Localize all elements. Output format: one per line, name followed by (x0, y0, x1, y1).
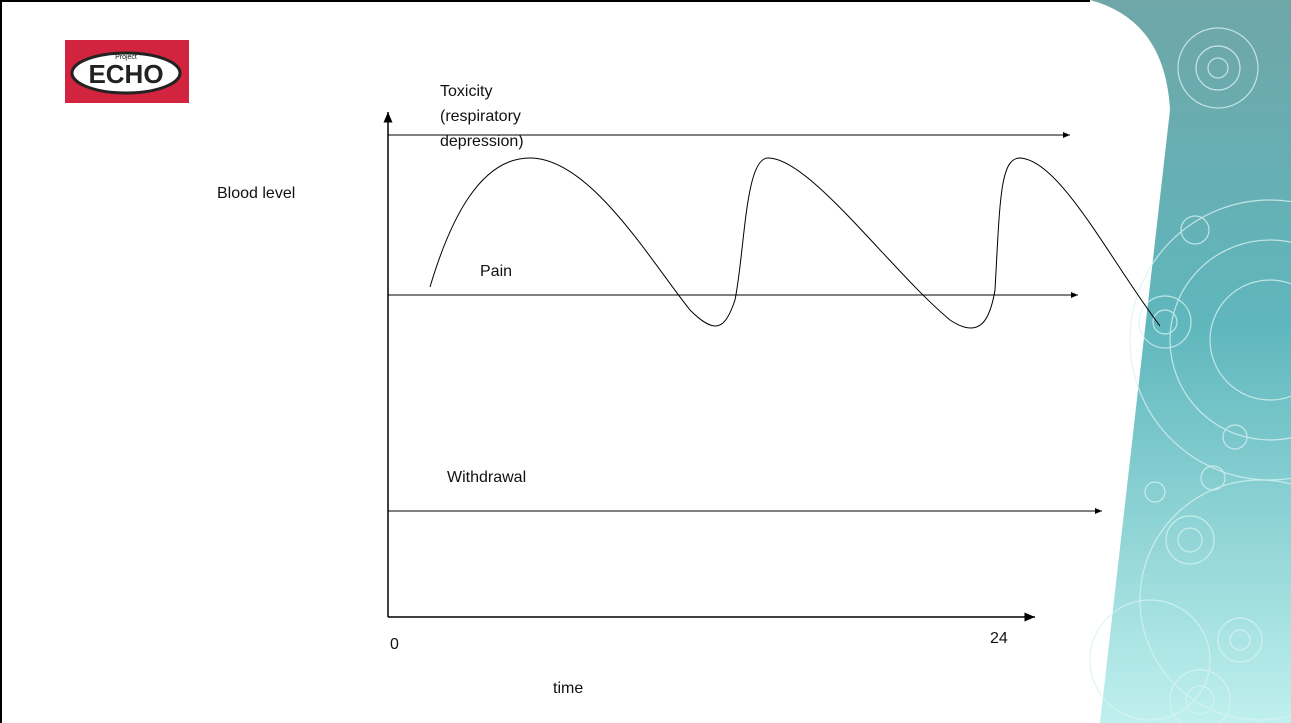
toxicity-label: depression) (440, 133, 524, 150)
toxicity-label: Toxicity (440, 83, 492, 100)
background (0, 0, 1291, 723)
y-axis-label: Blood level (217, 185, 295, 202)
page: Project ECHO Toxicity (respiratory depre… (0, 0, 1291, 723)
toxicity-label: (respiratory (440, 108, 521, 125)
pain-label: Pain (480, 263, 512, 280)
x-axis-label: time (553, 680, 583, 697)
x-start-label: 0 (390, 636, 399, 653)
x-end-label: 24 (990, 630, 1008, 647)
logo-main: ECHO (88, 59, 163, 89)
withdrawal-label: Withdrawal (447, 469, 526, 486)
slide: Project ECHO Toxicity (respiratory depre… (0, 0, 1291, 723)
